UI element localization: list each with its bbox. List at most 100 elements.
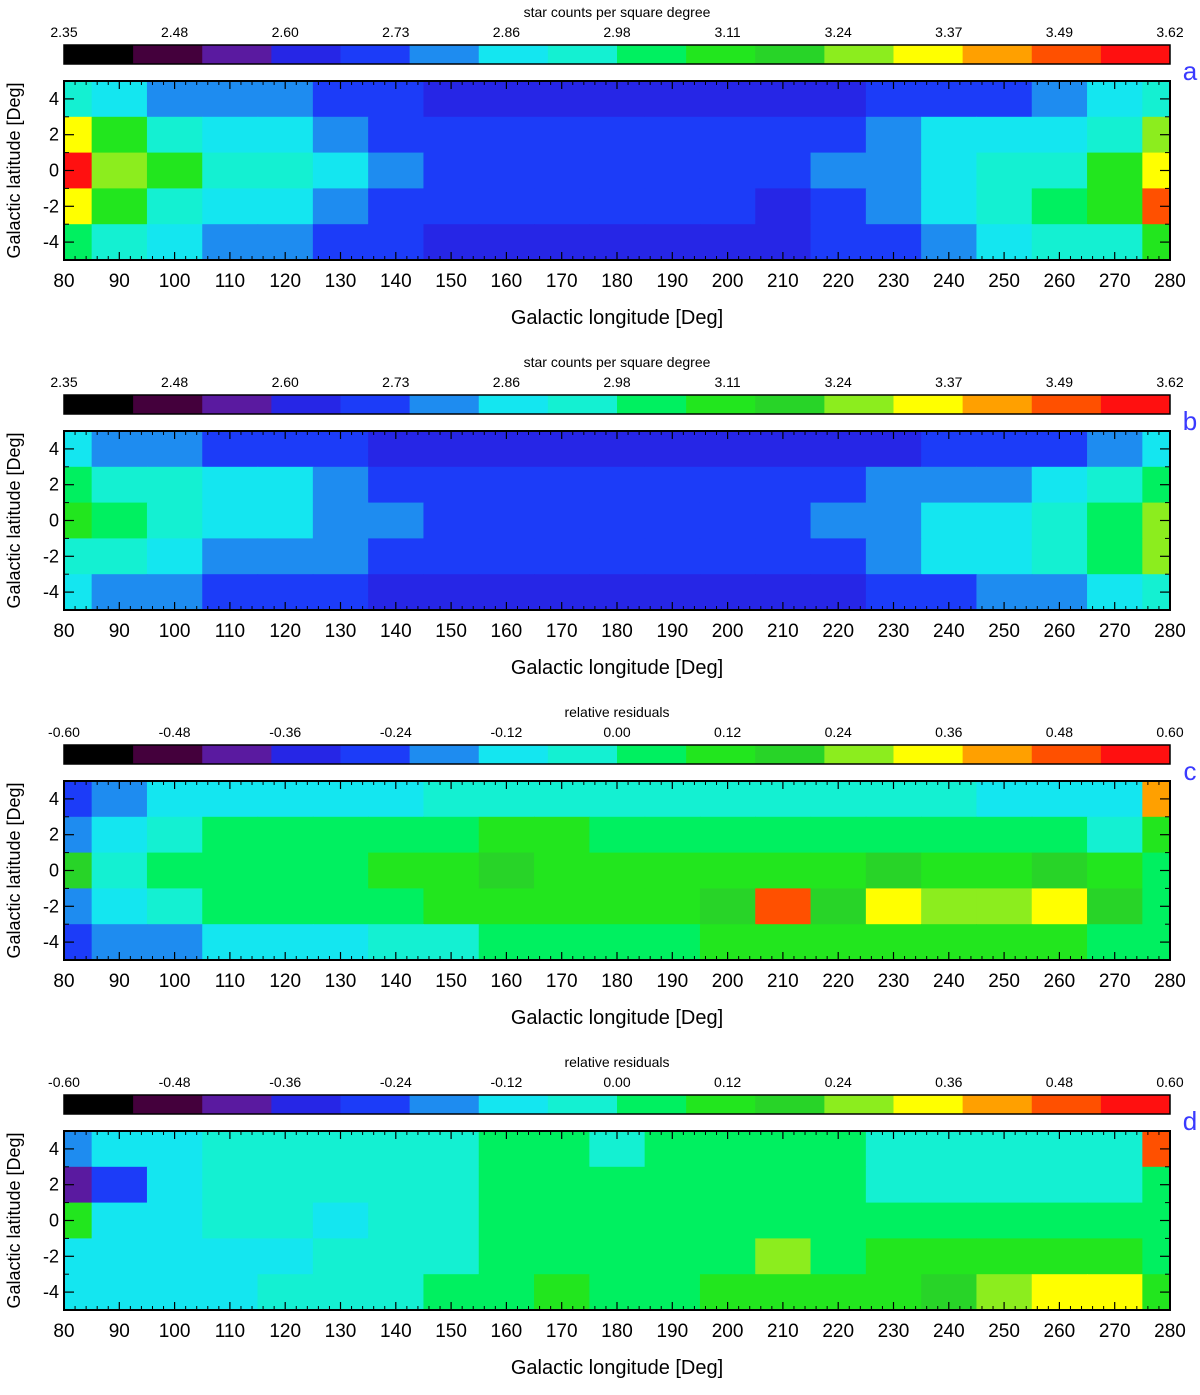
heatmap-cell <box>312 188 369 225</box>
heatmap-cell <box>91 502 148 539</box>
heatmap-cell <box>91 538 148 575</box>
heatmap-cell <box>589 1238 646 1275</box>
x-tick-label: 220 <box>822 971 854 992</box>
heatmap-cell <box>810 816 867 854</box>
heatmap-cell <box>146 1166 203 1204</box>
x-tick-label: 80 <box>53 621 74 642</box>
colorbar-segment <box>1100 45 1171 64</box>
colorbar-tick-label: 0.60 <box>1156 724 1183 740</box>
y-axis-label: Galactic latitude [Deg] <box>4 82 24 258</box>
x-tick-label: 100 <box>159 271 191 292</box>
heatmap-cell <box>423 188 480 225</box>
heatmap-cell <box>312 431 369 468</box>
x-tick-label: 140 <box>380 1321 412 1342</box>
colorbar-segment <box>1100 395 1171 414</box>
heatmap-cell <box>865 502 922 539</box>
y-tick-label: 2 <box>49 125 59 145</box>
heatmap-cell <box>699 781 756 818</box>
heatmap-cell <box>589 852 646 889</box>
y-tick-label: 4 <box>49 89 59 109</box>
y-tick-label: -2 <box>43 896 59 916</box>
x-tick-label: 260 <box>1044 621 1076 642</box>
heatmap-cell <box>589 781 646 818</box>
y-tick-label: -2 <box>43 1246 59 1266</box>
heatmap-cell <box>257 188 314 225</box>
colorbar-tick-label: 2.60 <box>272 374 299 390</box>
heatmap-cell <box>644 502 701 539</box>
heatmap-cell <box>644 152 701 189</box>
colorbar-segment <box>1031 395 1102 414</box>
x-tick-label: 100 <box>159 1321 191 1342</box>
heatmap-cell <box>368 816 425 854</box>
x-axis-label: Galactic longitude [Deg] <box>511 1007 723 1029</box>
heatmap-cell <box>589 188 646 225</box>
colorbar-segment <box>202 395 272 414</box>
y-axis-label: Galactic latitude [Deg] <box>4 782 24 958</box>
heatmap-cell <box>368 852 425 889</box>
heatmap-cell <box>921 466 978 504</box>
panel-letter: a <box>1183 56 1198 86</box>
heatmap-cell <box>644 1202 701 1239</box>
heatmap-cell <box>257 152 314 189</box>
heatmap-cell <box>921 431 978 468</box>
colorbar-segment <box>409 1095 480 1114</box>
heatmap-cell <box>589 538 646 575</box>
heatmap-cell <box>478 538 535 575</box>
heatmap-cell <box>146 816 203 854</box>
colorbar-tick-label: 2.48 <box>161 24 188 40</box>
heatmap-cell <box>810 852 867 889</box>
heatmap-cell <box>1087 152 1143 189</box>
colorbar-segment <box>64 745 134 764</box>
heatmap-cell <box>755 781 812 818</box>
heatmap-cell <box>202 1166 259 1204</box>
heatmap-cell <box>423 152 480 189</box>
colorbar-tick-label: 3.62 <box>1156 374 1183 390</box>
heatmap-cell <box>976 188 1033 225</box>
heatmap-cell <box>146 1131 203 1168</box>
colorbar-segment <box>755 45 825 64</box>
heatmap-cell <box>644 188 701 225</box>
heatmap-cell <box>202 781 259 818</box>
x-tick-label: 230 <box>878 271 910 292</box>
heatmap-cell <box>368 1166 425 1204</box>
heatmap-cell <box>1031 116 1088 154</box>
panel-letter: b <box>1183 406 1197 436</box>
colorbar-segment <box>824 45 894 64</box>
colorbar-tick-label: 3.24 <box>825 374 852 390</box>
heatmap-cell <box>589 81 646 118</box>
heatmap-cell <box>368 888 425 925</box>
heatmap-cell <box>1031 1131 1088 1168</box>
heatmap-cell <box>1087 538 1143 575</box>
heatmap-cell <box>921 1166 978 1204</box>
heatmap-cell <box>478 1202 535 1239</box>
heatmap-cell <box>312 888 369 925</box>
heatmap-cell <box>423 116 480 154</box>
heatmap-cell <box>257 781 314 818</box>
colorbar-title: relative residuals <box>564 704 669 720</box>
heatmap-cell <box>368 116 425 154</box>
heatmap-cell <box>368 81 425 118</box>
colorbar-tick-label: -0.60 <box>48 724 80 740</box>
heatmap-cell <box>202 1131 259 1168</box>
x-tick-label: 130 <box>325 271 357 292</box>
colorbar-tick-label: 0.36 <box>935 724 962 740</box>
colorbar-tick-label: 0.12 <box>714 1074 741 1090</box>
heatmap-cell <box>202 502 259 539</box>
colorbar-segment <box>409 45 480 64</box>
x-tick-label: 210 <box>767 621 799 642</box>
y-axis-label: Galactic latitude [Deg] <box>4 1132 24 1308</box>
heatmap-cell <box>810 781 867 818</box>
x-tick-label: 230 <box>878 621 910 642</box>
heatmap-cell <box>865 81 922 118</box>
x-tick-label: 280 <box>1154 971 1186 992</box>
heatmap-cell <box>1031 538 1088 575</box>
heatmap-cell <box>368 538 425 575</box>
heatmap-cell <box>1087 816 1143 854</box>
heatmap-cell <box>478 188 535 225</box>
heatmap-cell <box>589 502 646 539</box>
heatmap-cell <box>91 888 148 925</box>
colorbar-segment <box>547 45 618 64</box>
colorbar-tick-label: 2.60 <box>272 24 299 40</box>
heatmap-cell <box>478 816 535 854</box>
heatmap-cell <box>1087 431 1143 468</box>
